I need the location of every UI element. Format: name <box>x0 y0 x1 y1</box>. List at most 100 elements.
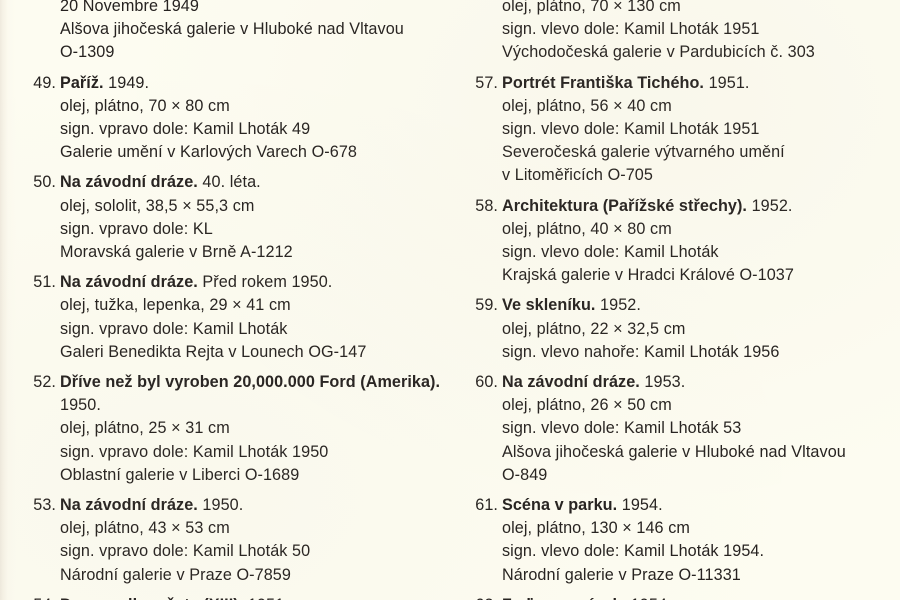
column-left-content: 20 Novembre 1949 Alšova jihočeská galerie… <box>0 0 450 600</box>
entry-number: 49. <box>33 73 56 92</box>
entry-detail-line: sign. vlevo dole: Kamil Lhoták 53 <box>502 419 742 438</box>
entry-title-line: Scéna v parku. 1954. <box>502 494 900 517</box>
entry-title: Na závodní dráze. <box>60 273 198 292</box>
entry-title: Portrét Františka Tichého. <box>502 73 704 92</box>
entry-detail-line: Moravská galerie v Brně A-1212 <box>60 243 293 262</box>
entry-date: 1954. <box>626 596 672 600</box>
entry-title: Architektura (Pařížské střechy). <box>502 196 747 215</box>
entry-detail-line: olej, sololit, 38,5 × 55,3 cm <box>60 196 255 215</box>
catalogue-entry: 58. Architektura (Pařížské střechy). 1952… <box>448 195 900 288</box>
entry-detail-line: Severočeská galerie výtvarného umění <box>502 143 785 162</box>
entry-body: Zeď vzpomínek. 1954.olej, plátno, 80 × 1… <box>502 594 900 600</box>
column-right-content: olej, plátno, 70 × 130 cm sign. vlevo dol… <box>448 0 900 600</box>
catalogue-entry: 53. Na závodní dráze. 1950. olej, plátno, … <box>0 494 450 587</box>
catalogue-entry: 50. Na závodní dráze. 40. léta. olej, solo… <box>0 171 450 264</box>
catalogue-entry: 59. Ve skleníku. 1952. olej, plátno, 22 × … <box>448 294 900 364</box>
entry-title-line: Dcera velkoměsta (XIII). 1951. <box>60 594 450 600</box>
entry-detail-line: olej, tužka, lepenka, 29 × 41 cm <box>60 296 291 315</box>
entry-detail-line: Alšova jihočeská galerie v Hluboké nad V… <box>60 20 404 39</box>
catalogue-entry: 51. Na závodní dráze. Před rokem 1950. ole… <box>0 271 450 364</box>
entry-detail-line: Východočeská galerie v Pardubicích č. 30… <box>502 43 815 62</box>
entry-title-line: Ve skleníku. 1952. <box>502 294 900 317</box>
entry-number: 62. <box>468 594 498 600</box>
entry-detail-line: sign. vlevo nahoře: Kamil Lhoták 1956 <box>502 342 780 361</box>
entry-detail-line: sign. vpravo dole: Kamil Lhoták 50 <box>60 542 311 561</box>
entry-title-line: Portrét Františka Tichého. 1951. <box>502 72 900 95</box>
entry-detail-line: sign. vlevo dole: Kamil Lhoták <box>502 243 719 262</box>
entry-date: 1950. <box>197 496 244 515</box>
entry-title: Na závodní dráze. <box>502 373 640 392</box>
entry-body: olej, plátno, 70 × 130 cm sign. vlevo dol… <box>502 0 900 65</box>
entry-title: Scéna v parku. <box>502 496 618 515</box>
entry-date: 1951. <box>243 596 289 600</box>
catalogue-entry: 52. Dříve než byl vyroben 20,000.000 Ford… <box>0 371 450 487</box>
entry-date: 1951. <box>703 73 750 92</box>
entry-number: 54. <box>26 594 56 600</box>
entry-title-line: Na závodní dráze. 40. léta. <box>60 171 450 194</box>
entry-detail-line: olej, plátno, 26 × 50 cm <box>502 396 672 415</box>
entry-detail-line: sign. vpravo dole: Kamil Lhoták 1950 <box>60 442 329 461</box>
catalogue-entry: 49. Paříž. 1949. olej, plátno, 70 × 80 cm s… <box>0 72 450 165</box>
catalogue-entry: 54. Dcera velkoměsta (XIII). 1951.olej, p… <box>0 594 450 600</box>
entry-detail-line: olej, plátno, 130 × 146 cm <box>502 519 690 538</box>
entry-body: Portrét Františka Tichého. 1951. olej, pl… <box>502 72 900 188</box>
entry-detail-line: sign. vpravo dole: Kamil Lhoták <box>60 319 288 338</box>
entry-number: 58. <box>475 196 498 215</box>
entry-number: 60. <box>475 373 498 392</box>
entry-detail-line: sign. vpravo dole: KL <box>60 219 213 238</box>
entry-detail-line: sign. vlevo dole: Kamil Lhoták 1951 <box>502 120 760 139</box>
entry-date: 1954. <box>617 496 663 515</box>
entry-detail-line: Alšova jihočeská galerie v Hluboké nad V… <box>502 442 846 461</box>
catalogue-column-left: 20 Novembre 1949 Alšova jihočeská galerie… <box>0 0 450 600</box>
entry-title: Dcera velkoměsta (XIII). <box>60 596 243 600</box>
catalogue-column-right: olej, plátno, 70 × 130 cm sign. vlevo dol… <box>448 0 900 600</box>
entry-detail-line: O-849 <box>502 465 548 484</box>
entry-body: Architektura (Pařížské střechy). 1952. ol… <box>502 195 900 288</box>
entry-body: Dříve než byl vyroben 20,000.000 Ford (A… <box>60 371 450 487</box>
entry-detail-line: Národní galerie v Praze O-7859 <box>60 565 291 584</box>
entry-date: 1953. <box>639 373 686 392</box>
entry-detail-line: Oblastní galerie v Liberci O-1689 <box>60 465 300 484</box>
entry-detail-line: Krajská galerie v Hradci Králové O-1037 <box>502 266 794 285</box>
entry-detail-line: O-1309 <box>60 43 115 62</box>
entry-date-continuation: 1950. <box>60 396 101 415</box>
catalogue-entry: olej, plátno, 70 × 130 cm sign. vlevo dol… <box>448 0 900 65</box>
entry-detail-line: sign. vlevo dole: Kamil Lhoták 1954. <box>502 542 765 561</box>
entry-title: Zeď vzpomínek. <box>502 596 626 600</box>
entry-date: 1949. <box>103 73 150 92</box>
entry-body: 20 Novembre 1949 Alšova jihočeská galerie… <box>60 0 450 65</box>
entry-number: 59. <box>475 296 498 315</box>
entry-detail-line: olej, plátno, 70 × 130 cm <box>502 0 681 15</box>
entry-number: 51. <box>33 273 56 292</box>
entry-detail-line: olej, plátno, 25 × 31 cm <box>60 419 230 438</box>
entry-body: Scéna v parku. 1954. olej, plátno, 130 × … <box>502 494 900 587</box>
entry-detail-line: Galeri Benedikta Rejta v Lounech OG-147 <box>60 342 367 361</box>
entry-title-line: Dříve než byl vyroben 20,000.000 Ford (A… <box>60 371 450 394</box>
entry-title-line: Architektura (Pařížské střechy). 1952. <box>502 195 900 218</box>
catalogue-entry: 57. Portrét Františka Tichého. 1951. olej,… <box>448 72 900 188</box>
entry-detail-line: v Litoměřicích O-705 <box>502 166 653 185</box>
entry-title-line: Zeď vzpomínek. 1954. <box>502 594 900 600</box>
entry-title: Paříž. <box>60 73 104 92</box>
entry-date: Před rokem 1950. <box>197 273 333 292</box>
entry-body: Na závodní dráze. Před rokem 1950. olej, … <box>60 271 450 364</box>
entry-detail-line: 20 Novembre 1949 <box>60 0 199 15</box>
entry-detail-line: olej, plátno, 40 × 80 cm <box>502 219 672 238</box>
entry-number: 57. <box>475 73 498 92</box>
entry-date: 1952. <box>595 296 641 315</box>
entry-body: Na závodní dráze. 40. léta. olej, sololit… <box>60 171 450 264</box>
entry-number: 61. <box>475 496 498 515</box>
entry-detail-line: sign. vlevo dole: Kamil Lhoták 1951 <box>502 20 760 39</box>
catalogue-entry: 60. Na závodní dráze. 1953. olej, plátno, … <box>448 371 900 487</box>
entry-title-line: Na závodní dráze. 1953. <box>502 371 900 394</box>
entry-date: 40. léta. <box>197 173 261 192</box>
entry-detail-line: olej, plátno, 56 × 40 cm <box>502 96 672 115</box>
entry-number: 52. <box>33 373 56 392</box>
entry-title: Na závodní dráze. <box>60 173 198 192</box>
entry-title-line: Paříž. 1949. <box>60 72 450 95</box>
entry-number: 50. <box>33 173 56 192</box>
entry-detail-line: olej, plátno, 22 × 32,5 cm <box>502 319 686 338</box>
entry-number: 53. <box>33 496 56 515</box>
